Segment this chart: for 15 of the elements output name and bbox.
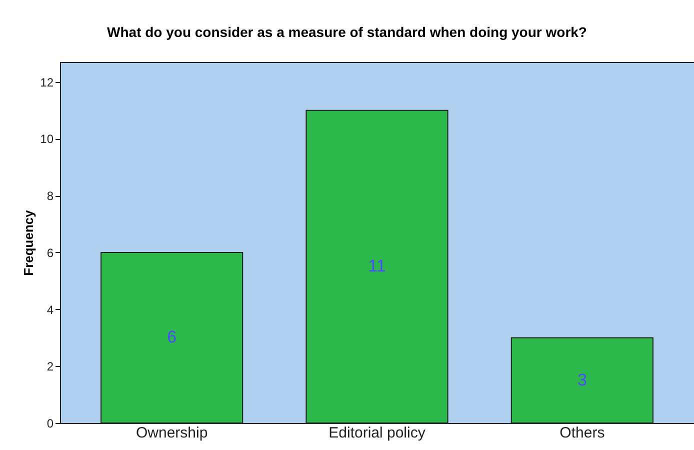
y-tick-label: 8 (46, 189, 54, 204)
y-tick-label: 0 (46, 416, 54, 430)
data-label: 6 (167, 328, 177, 347)
data-label: 3 (577, 370, 587, 390)
y-tick-label: 6 (46, 246, 54, 260)
chart-title: What do you consider as a measure of standard when doing your work? (107, 24, 587, 40)
y-tick-label: 2 (46, 360, 54, 374)
data-label: 11 (368, 256, 386, 276)
y-tick-label: 4 (46, 302, 54, 317)
x-tick-label: Editorial policy (328, 424, 426, 442)
y-tick-label: 12 (40, 75, 54, 90)
x-tick-label: Ownership (136, 424, 208, 442)
y-axis-title: Frequency (21, 209, 36, 276)
x-tick-label: Others (560, 424, 605, 442)
y-tick-label: 10 (40, 132, 54, 146)
